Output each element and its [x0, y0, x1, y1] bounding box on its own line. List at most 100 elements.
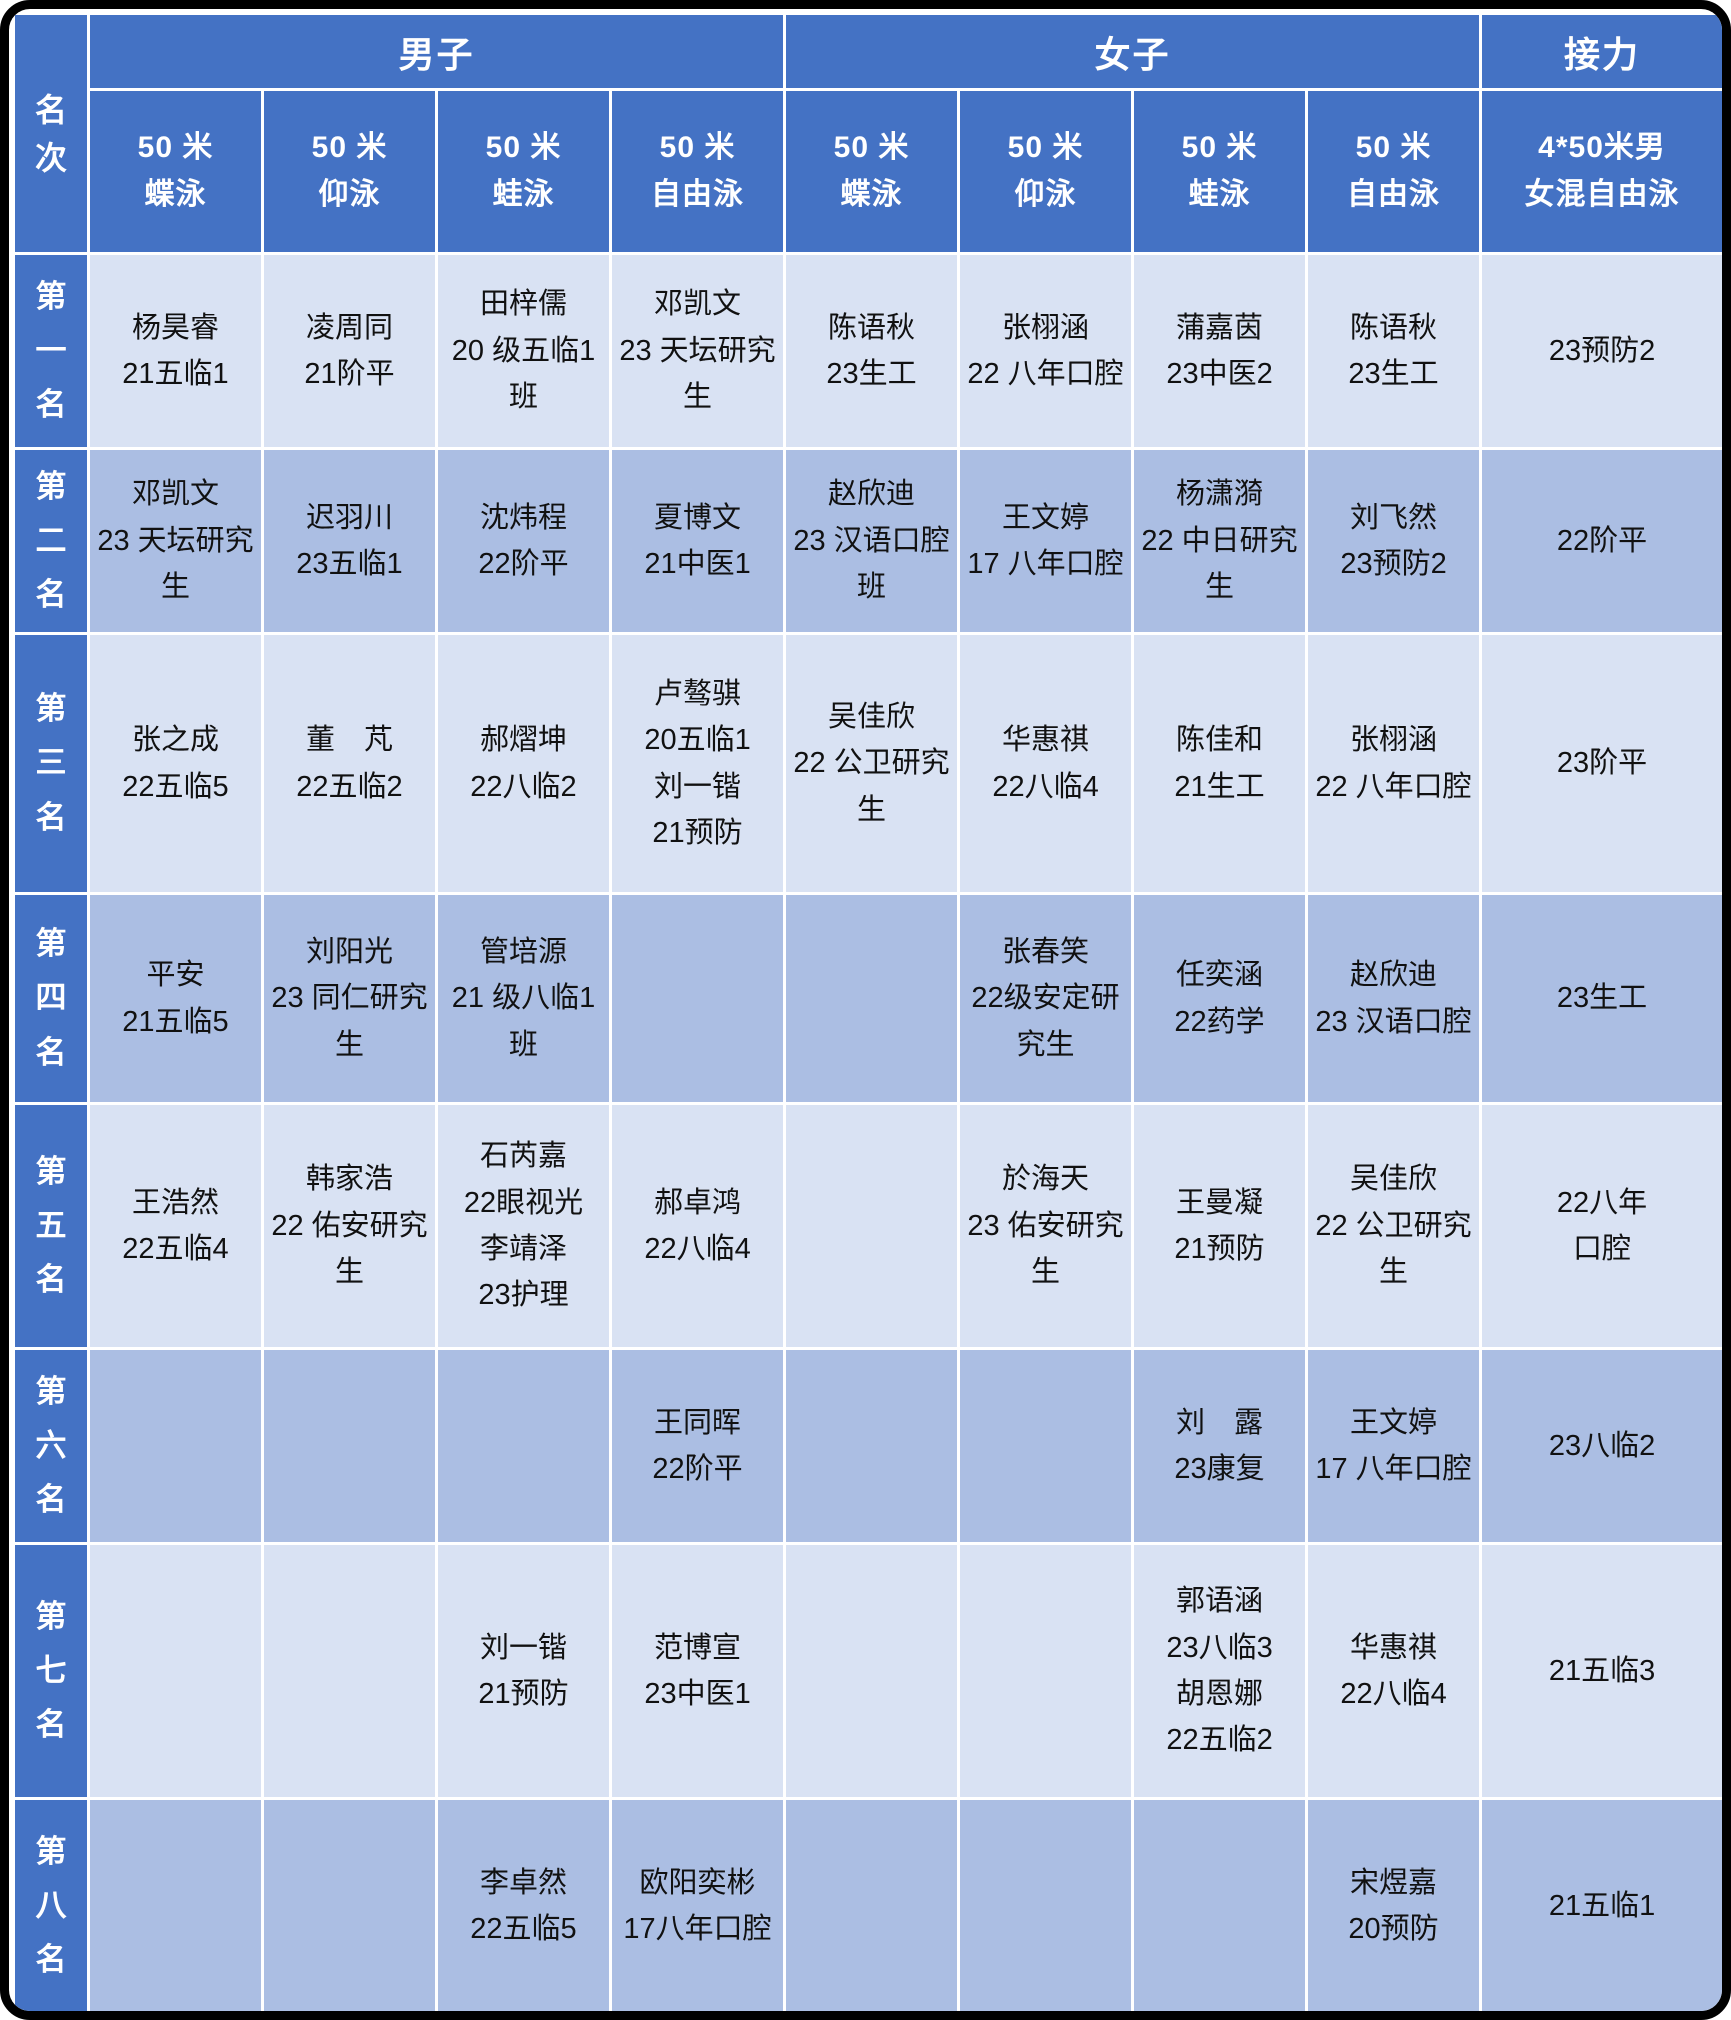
cell-r3-women-backstroke: 华惠祺 22八临4: [957, 632, 1135, 895]
cell-r7-men-backstroke: [261, 1542, 438, 1800]
cell-r5-women-freestyle: 吴佳欣 22 公卫研究生: [1305, 1102, 1483, 1350]
cell-r6-men-breaststroke: [435, 1347, 612, 1545]
cell-r8-men-freestyle: 欧阳奕彬 17八年口腔: [608, 1797, 787, 2011]
cell-r1-men-freestyle: 邓凯文 23 天坛研究生: [608, 252, 787, 450]
cell-r7-relay: 21五临3: [1479, 1542, 1722, 1800]
rank-label-4th: 第 四 名: [12, 892, 90, 1105]
event-header-women-freestyle: 50 米 自由泳: [1305, 88, 1483, 255]
cell-r5-women-backstroke: 於海天 23 佑安研究生: [957, 1102, 1135, 1350]
cell-r1-women-breaststroke: 蒲嘉茵 23中医2: [1131, 252, 1309, 450]
event-header-men-freestyle: 50 米 自由泳: [608, 88, 787, 255]
cell-r3-women-breaststroke: 陈佳和 21生工: [1131, 632, 1309, 895]
event-header-men-backstroke: 50 米 仰泳: [261, 88, 438, 255]
cell-r4-women-backstroke: 张春笑 22级安定研究生: [957, 892, 1135, 1105]
cell-r2-women-backstroke: 王文婷 17 八年口腔: [957, 447, 1135, 635]
rank-label-3rd: 第 三 名: [12, 632, 90, 895]
cell-r6-relay: 23八临2: [1479, 1347, 1722, 1545]
cell-r6-women-breaststroke: 刘 露 23康复: [1131, 1347, 1309, 1545]
cell-r4-men-freestyle: [608, 892, 787, 1105]
rank-label-6th: 第 六 名: [12, 1347, 90, 1545]
cell-r1-women-backstroke: 张栩涵 22 八年口腔: [957, 252, 1135, 450]
group-header-men: 男子: [86, 12, 787, 91]
cell-r2-men-freestyle: 夏博文 21中医1: [608, 447, 787, 635]
cell-r7-men-breaststroke: 刘一锴 21预防: [435, 1542, 612, 1800]
cell-r3-relay: 23阶平: [1479, 632, 1722, 895]
cell-r1-men-breaststroke: 田梓儒 20 级五临1班: [435, 252, 612, 450]
rank-label-5th: 第 五 名: [12, 1102, 90, 1350]
cell-r7-women-butterfly: [783, 1542, 961, 1800]
cell-r8-women-breaststroke: [1131, 1797, 1309, 2011]
table-row: 第 二 名 邓凯文 23 天坛研究生 迟羽川 23五临1 沈炜程 22阶平 夏博…: [12, 447, 1722, 635]
cell-r7-men-butterfly: [87, 1542, 264, 1800]
cell-r5-men-freestyle: 郝卓鸿 22八临4: [608, 1102, 787, 1350]
cell-r2-women-butterfly: 赵欣迪 23 汉语口腔班: [783, 447, 961, 635]
event-header-women-butterfly: 50 米 蝶泳: [783, 88, 961, 255]
cell-r6-men-freestyle: 王同晖 22阶平: [608, 1347, 787, 1545]
cell-r4-women-freestyle: 赵欣迪 23 汉语口腔: [1305, 892, 1483, 1105]
cell-r2-relay: 22阶平: [1479, 447, 1722, 635]
cell-r8-men-butterfly: [87, 1797, 264, 2011]
table-row: 第 五 名 王浩然 22五临4 韩家浩 22 佑安研究生 石芮嘉 22眼视光 李…: [12, 1102, 1722, 1350]
cell-r3-women-freestyle: 张栩涵 22 八年口腔: [1305, 632, 1483, 895]
cell-r8-women-freestyle: 宋煜嘉 20预防: [1305, 1797, 1483, 2011]
cell-r7-women-backstroke: [957, 1542, 1135, 1800]
cell-r5-relay: 22八年 口腔: [1479, 1102, 1722, 1350]
cell-r6-men-butterfly: [87, 1347, 264, 1545]
cell-r3-men-freestyle: 卢骜骐 20五临1 刘一锴 21预防: [608, 632, 787, 895]
group-header-women: 女子: [783, 12, 1483, 91]
cell-r8-men-backstroke: [261, 1797, 438, 2011]
table-row: 第 七 名 刘一锴 21预防 范博宣 23中医1 郭语涵 23八临3 胡恩娜 2…: [12, 1542, 1722, 1800]
cell-r5-men-backstroke: 韩家浩 22 佑安研究生: [261, 1102, 438, 1350]
cell-r2-women-freestyle: 刘飞然 23预防2: [1305, 447, 1483, 635]
group-header-relay: 接力: [1479, 12, 1722, 91]
cell-r4-relay: 23生工: [1479, 892, 1722, 1105]
event-header-women-breaststroke: 50 米 蛙泳: [1131, 88, 1309, 255]
cell-r3-women-butterfly: 吴佳欣 22 公卫研究生: [783, 632, 961, 895]
cell-r2-women-breaststroke: 杨潇漪 22 中日研究生: [1131, 447, 1309, 635]
cell-r2-men-backstroke: 迟羽川 23五临1: [261, 447, 438, 635]
cell-r4-men-butterfly: 平安 21五临5: [87, 892, 264, 1105]
cell-r2-men-breaststroke: 沈炜程 22阶平: [435, 447, 612, 635]
cell-r5-men-butterfly: 王浩然 22五临4: [87, 1102, 264, 1350]
table-row: 第 六 名 王同晖 22阶平 刘 露 23康复 王文婷 17 八年口腔 23八临…: [12, 1347, 1722, 1545]
cell-r7-women-breaststroke: 郭语涵 23八临3 胡恩娜 22五临2: [1131, 1542, 1309, 1800]
cell-r3-men-backstroke: 董 芃 22五临2: [261, 632, 438, 895]
cell-r4-men-breaststroke: 管培源 21 级八临1班: [435, 892, 612, 1105]
table-row: 第 一 名 杨昊睿 21五临1 凌周同 21阶平 田梓儒 20 级五临1班 邓凯…: [12, 252, 1722, 450]
cell-r2-men-butterfly: 邓凯文 23 天坛研究生: [87, 447, 264, 635]
rank-label-8th: 第 八 名: [12, 1797, 90, 2011]
event-header-relay: 4*50米男 女混自由泳: [1479, 88, 1722, 255]
cell-r4-women-butterfly: [783, 892, 961, 1105]
cell-r6-women-backstroke: [957, 1347, 1135, 1545]
cell-r6-men-backstroke: [261, 1347, 438, 1545]
cell-r7-women-freestyle: 华惠祺 22八临4: [1305, 1542, 1483, 1800]
cell-r1-men-butterfly: 杨昊睿 21五临1: [87, 252, 264, 450]
cell-r3-men-breaststroke: 郝熠坤 22八临2: [435, 632, 612, 895]
cell-r6-women-freestyle: 王文婷 17 八年口腔: [1305, 1347, 1483, 1545]
cell-r3-men-butterfly: 张之成 22五临5: [87, 632, 264, 895]
event-header-men-breaststroke: 50 米 蛙泳: [435, 88, 612, 255]
cell-r7-men-freestyle: 范博宣 23中医1: [608, 1542, 787, 1800]
cell-r5-women-breaststroke: 王曼凝 21预防: [1131, 1102, 1309, 1350]
cell-r4-men-backstroke: 刘阳光 23 同仁研究生: [261, 892, 438, 1105]
cell-r5-women-butterfly: [783, 1102, 961, 1350]
cell-r1-men-backstroke: 凌周同 21阶平: [261, 252, 438, 450]
swim-results-table: 名 次 男子 女子 接力 50 米 蝶泳 50 米 仰泳 50 米 蛙泳 50 …: [12, 12, 1722, 2011]
event-header-men-butterfly: 50 米 蝶泳: [87, 88, 264, 255]
cell-r4-women-breaststroke: 任奕涵 22药学: [1131, 892, 1309, 1105]
rank-column-header: 名 次: [12, 12, 90, 255]
cell-r6-women-butterfly: [783, 1347, 961, 1545]
table-row: 第 八 名 李卓然 22五临5 欧阳奕彬 17八年口腔 宋煜嘉 20预防 21五…: [12, 1797, 1722, 2011]
cell-r8-relay: 21五临1: [1479, 1797, 1722, 2011]
cell-r8-men-breaststroke: 李卓然 22五临5: [435, 1797, 612, 2011]
table-row: 第 三 名 张之成 22五临5 董 芃 22五临2 郝熠坤 22八临2 卢骜骐 …: [12, 632, 1722, 895]
table-row: 第 四 名 平安 21五临5 刘阳光 23 同仁研究生 管培源 21 级八临1班…: [12, 892, 1722, 1105]
rank-label-1st: 第 一 名: [12, 252, 90, 450]
rank-label-2nd: 第 二 名: [12, 447, 90, 635]
cell-r8-women-backstroke: [957, 1797, 1135, 2011]
cell-r1-women-freestyle: 陈语秋 23生工: [1305, 252, 1483, 450]
event-header-women-backstroke: 50 米 仰泳: [957, 88, 1135, 255]
cell-r1-women-butterfly: 陈语秋 23生工: [783, 252, 961, 450]
cell-r8-women-butterfly: [783, 1797, 961, 2011]
